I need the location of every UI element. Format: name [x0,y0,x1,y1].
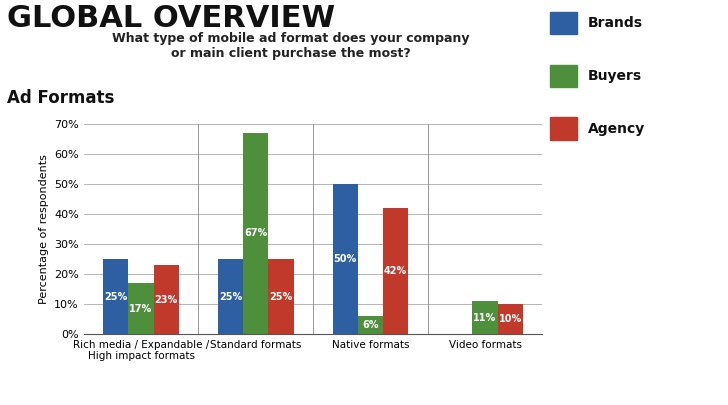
Bar [333,184,357,334]
Text: 6%: 6% [362,320,379,330]
Bar [128,283,154,334]
Text: 50%: 50% [333,254,357,264]
Text: Ad Formats: Ad Formats [7,89,114,107]
Bar [103,259,128,334]
Text: 17%: 17% [130,304,153,313]
Bar [383,208,408,334]
Text: 23%: 23% [154,294,178,305]
Bar [218,259,243,334]
Text: Brands: Brands [588,16,644,30]
Text: 11%: 11% [473,313,496,322]
Bar [269,259,293,334]
Text: What type of mobile ad format does your company
or main client purchase the most: What type of mobile ad format does your … [112,32,470,60]
Text: 25%: 25% [269,292,293,301]
Bar [472,301,498,334]
Text: Agency: Agency [588,122,646,136]
Text: 25%: 25% [104,292,127,301]
Text: 10%: 10% [499,314,522,324]
Text: 42%: 42% [384,266,407,276]
Text: Buyers: Buyers [588,69,642,83]
Bar [243,132,269,334]
Text: GLOBAL OVERVIEW: GLOBAL OVERVIEW [7,4,336,33]
Bar [154,265,179,334]
Bar [498,304,523,334]
Y-axis label: Percentage of respondents: Percentage of respondents [39,154,49,304]
Text: 67%: 67% [244,228,267,238]
Bar [357,316,383,334]
Text: 25%: 25% [219,292,242,301]
